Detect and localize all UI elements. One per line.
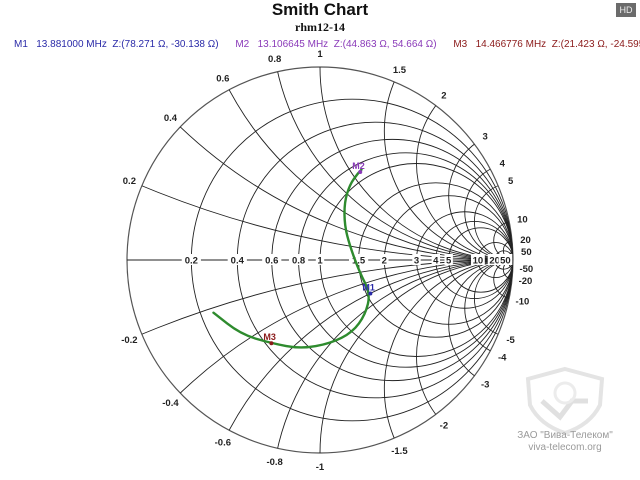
svg-text:-4: -4 [498, 353, 507, 364]
chart-subtitle: rhm12-14 [295, 20, 345, 34]
svg-text:0.2: 0.2 [123, 176, 136, 187]
marker-readouts: M1 13.881000 MHz Z:(78.271 Ω, -30.138 Ω)… [14, 39, 640, 50]
svg-text:-0.8: -0.8 [266, 457, 282, 468]
svg-text:-5: -5 [506, 335, 515, 346]
svg-text:10: 10 [517, 215, 528, 226]
svg-text:20: 20 [489, 256, 500, 267]
marker-m2-label: M2 [352, 161, 365, 171]
svg-text:0.8: 0.8 [292, 256, 305, 267]
svg-text:0.2: 0.2 [185, 256, 198, 267]
svg-text:-1.5: -1.5 [391, 446, 408, 457]
svg-text:0.6: 0.6 [265, 256, 278, 267]
marker-impedance: Z:(44.863 Ω, 54.664 Ω) [333, 39, 437, 50]
svg-text:1.5: 1.5 [352, 256, 366, 267]
svg-text:-3: -3 [481, 379, 489, 390]
svg-text:3: 3 [483, 132, 488, 143]
marker-readout-m3: M3 14.466776 MHz Z:(21.423 Ω, -24.595 Ω) [453, 39, 640, 50]
marker-m3-label: M3 [263, 332, 276, 342]
svg-text:-20: -20 [519, 276, 533, 287]
svg-text:1: 1 [317, 49, 323, 60]
svg-text:-50: -50 [519, 264, 533, 275]
marker-frequency: 14.466776 MHz [475, 39, 547, 50]
watermark-company: ЗАО "Вива-Телеком" [517, 430, 613, 441]
marker-m3-point[interactable] [269, 341, 274, 346]
marker-label: M3 [453, 39, 468, 50]
watermark-url[interactable]: viva-telecom.org [528, 442, 602, 453]
svg-text:10: 10 [473, 256, 484, 267]
svg-text:-0.2: -0.2 [121, 335, 137, 346]
svg-text:0.4: 0.4 [164, 113, 178, 124]
company-logo-icon [525, 366, 605, 435]
svg-text:4: 4 [433, 256, 439, 267]
marker-readout-m1: M1 13.881000 MHz Z:(78.271 Ω, -30.138 Ω) [14, 39, 221, 50]
svg-text:-0.6: -0.6 [215, 438, 231, 449]
svg-text:0.6: 0.6 [216, 73, 229, 84]
marker-label: M1 [14, 39, 28, 50]
svg-text:0.8: 0.8 [268, 54, 281, 65]
svg-text:50: 50 [500, 256, 511, 267]
svg-text:-2: -2 [440, 421, 448, 432]
svg-text:1: 1 [317, 256, 323, 267]
watermark: ЗАО "Вива-Телеком" viva-telecom.org [500, 430, 630, 454]
svg-text:4: 4 [500, 158, 506, 169]
marker-label: M2 [235, 39, 250, 50]
svg-text:2: 2 [382, 256, 387, 267]
marker-m1-point[interactable] [368, 291, 373, 296]
svg-text:0.4: 0.4 [231, 256, 245, 267]
impedance-trace [212, 168, 370, 349]
svg-text:1.5: 1.5 [393, 65, 407, 76]
chart-title: Smith Chart [271, 0, 369, 19]
svg-text:2: 2 [441, 90, 446, 101]
svg-text:50: 50 [521, 247, 532, 258]
marker-frequency: 13.881000 MHz [36, 39, 107, 50]
marker-m2-point[interactable] [358, 169, 363, 174]
svg-text:5: 5 [446, 256, 452, 267]
marker-m1-label: M1 [362, 283, 375, 293]
marker-impedance: Z:(21.423 Ω, -24.595 Ω) [551, 39, 640, 50]
svg-text:3: 3 [414, 256, 419, 267]
marker-readout-m2: M2 13.106645 MHz Z:(44.863 Ω, 54.664 Ω) [235, 39, 439, 50]
svg-text:20: 20 [520, 235, 531, 246]
marker-points: M1 M2 M3 [263, 161, 375, 346]
marker-impedance: Z:(78.271 Ω, -30.138 Ω) [112, 39, 219, 50]
smith-labels: 0.2 0.4 0.6 0.8 1 1.5 2 3 4 5 10 20 500.20.40.60.8 11… [121, 49, 533, 473]
svg-text:-10: -10 [516, 296, 530, 307]
hd-badge[interactable]: HD [616, 3, 636, 17]
svg-text:-0.4: -0.4 [162, 398, 179, 409]
marker-frequency: 13.106645 MHz [257, 39, 329, 50]
svg-text:5: 5 [508, 176, 514, 187]
svg-text:-1: -1 [316, 462, 325, 473]
